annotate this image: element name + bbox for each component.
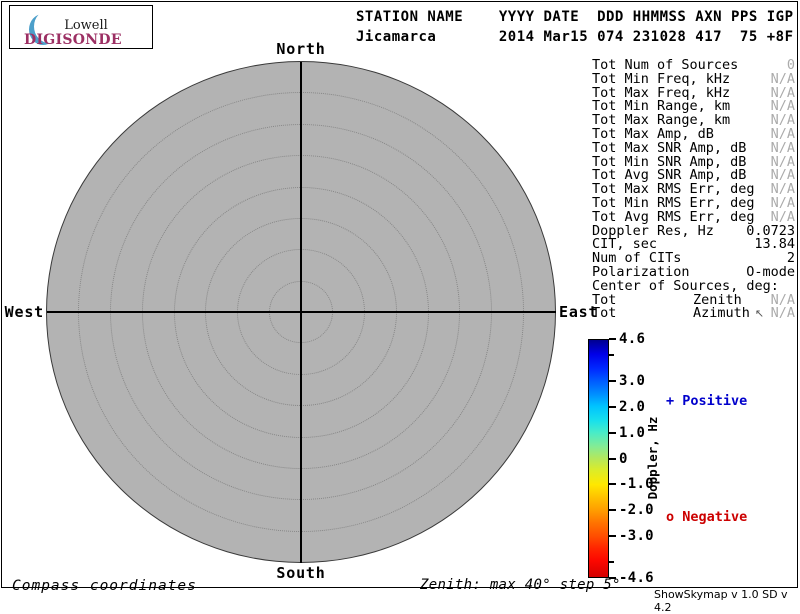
parameter-value: N/A — [770, 139, 795, 156]
parameter-value: 0 — [786, 57, 795, 73]
parameter-label: Num of CITs — [592, 250, 682, 267]
parameter-value: 2 — [786, 250, 795, 267]
station-header: STATION NAME YYYY DATE DDD HHMMSS AXN PP… — [356, 7, 794, 47]
parameter-label: Doppler Res, Hz — [592, 222, 714, 239]
colorbar-tick — [609, 457, 616, 460]
parameter-label: Tot Avg SNR Amp, dB — [592, 167, 747, 184]
parameter-value: N/A — [770, 112, 795, 129]
parameter-label: Tot — [592, 291, 617, 308]
parameter-label: Tot Max Freq, kHz — [592, 84, 731, 101]
doppler-colorbar — [588, 339, 609, 578]
parameter-label: Tot Min SNR Amp, dB — [592, 153, 747, 170]
parameter-value: 0.0723 — [746, 222, 795, 239]
colorbar-tick — [609, 577, 616, 579]
parameter-row: Tot Min Range, km N/A — [592, 100, 795, 114]
colorbar-tick-label: 2.0 — [619, 398, 646, 415]
colorbar-tick-label: -4.6 — [619, 570, 654, 586]
parameter-value: N/A — [770, 70, 795, 87]
parameter-value: N/A — [770, 84, 795, 101]
compass-label-west: West — [4, 303, 44, 321]
colorbar-tick — [609, 405, 616, 408]
coordinates-mode-label: Compass coordinates — [12, 578, 197, 594]
colorbar-tick-label: 0 — [619, 450, 628, 467]
parameter-row: Tot Min Freq, kHz N/A — [592, 70, 795, 87]
parameter-row: Tot Min RMS Err, deg N/A — [592, 194, 795, 211]
parameter-value: N/A — [770, 167, 795, 184]
parameter-label: Center of Sources, deg: — [592, 277, 779, 294]
parameter-row: Center of Sources, deg: — [592, 277, 795, 294]
colorbar-tick — [609, 535, 616, 538]
station-header-labels: STATION NAME YYYY DATE DDD HHMMSS AXN PP… — [356, 9, 794, 25]
negative-doppler-legend: o Negative — [666, 509, 748, 525]
station-header-values: Jicamarca 2014 Mar15 074 231028 417 75 +… — [356, 29, 794, 45]
zenith-scale-label: Zenith: max 40° step 5° — [420, 577, 621, 593]
parameter-value: 13.84 — [754, 236, 795, 253]
colorbar-tick — [609, 561, 614, 564]
parameter-value: N/A — [770, 181, 795, 198]
lowell-digisonde-logo: Lowell DIGISONDE — [9, 5, 153, 49]
parameter-row: Tot Max Amp, dB N/A — [592, 125, 795, 142]
colorbar-tick — [609, 338, 616, 340]
parameter-row: Polarization O-mode — [592, 263, 795, 280]
colorbar-tick — [609, 483, 616, 486]
logo-digisonde-text: DIGISONDE — [24, 32, 122, 48]
colorbar-tick-label: 4.6 — [619, 331, 646, 347]
colorbar-tick-label: -3.0 — [619, 528, 654, 545]
parameter-label: Tot Avg RMS Err, deg — [592, 208, 755, 225]
parameter-label: Tot Num of Sources — [592, 57, 739, 73]
doppler-colorbar-area: 4.6 3.0 2.0 1.0 0 -1.0 -2.0 -3.0 -4.6 Doppler, H… — [588, 331, 798, 589]
parameter-row: Tot Max SNR Amp, dB N/A — [592, 139, 795, 156]
colorbar-tick-label: 1.0 — [619, 424, 646, 441]
parameter-row: Num of CITs 2 — [592, 250, 795, 267]
parameter-label: Tot Max RMS Err, deg — [592, 181, 755, 198]
colorbar-tick — [609, 379, 616, 382]
parameter-label: Tot Max SNR Amp, dB — [592, 139, 747, 156]
parameter-label: Polarization — [592, 263, 690, 280]
software-version-label: ShowSkymap v 1.0 SD v 4.2 — [654, 588, 788, 614]
parameter-row: Tot Zenith N/A — [592, 291, 795, 308]
parameter-label: Tot Max Amp, dB — [592, 125, 714, 142]
compass-label-east: East — [559, 303, 599, 321]
parameter-row: Tot Avg RMS Err, deg N/A — [592, 208, 795, 225]
parameter-list: Tot Num of Sources 0 Tot Min Freq, kHz N/A T… — [592, 57, 795, 321]
parameter-label: Tot Min Freq, kHz — [592, 70, 731, 87]
parameter-row: Doppler Res, Hz 0.0723 — [592, 222, 795, 239]
parameter-row: Tot Num of Sources 0 — [592, 57, 795, 73]
colorbar-tick — [609, 509, 616, 512]
colorbar-tick-label: -1.0 — [619, 476, 654, 493]
parameter-row: Tot Avg SNR Amp, dB N/A — [592, 169, 795, 183]
parameter-value: N/A — [770, 291, 795, 308]
parameter-value: N/A — [770, 305, 795, 322]
parameter-value: N/A — [770, 153, 795, 170]
parameter-label: Tot Min Range, km — [592, 98, 731, 115]
parameter-sublabel: Azimuth ↖ — [693, 305, 765, 322]
parameter-value: N/A — [770, 98, 795, 115]
parameter-value: O-mode — [746, 263, 795, 280]
east-west-axis-line — [47, 311, 556, 313]
positive-doppler-legend: + Positive — [666, 393, 748, 409]
parameter-row: Tot Max Range, km N/A — [592, 112, 795, 129]
parameter-row: Tot Max RMS Err, deg N/A — [592, 181, 795, 198]
parameter-row: CIT, sec 13.84 — [592, 238, 795, 252]
logo-lowell-text: Lowell — [64, 18, 108, 33]
colorbar-tick-label: 3.0 — [619, 372, 646, 389]
parameter-label: Tot — [592, 305, 617, 322]
parameter-sublabel: Zenith — [693, 291, 742, 308]
parameter-label: Tot Min RMS Err, deg — [592, 194, 755, 211]
parameter-value: N/A — [770, 194, 795, 211]
colorbar-tick-label: -2.0 — [619, 502, 654, 519]
mouse-cursor-icon: ↖ — [754, 307, 765, 321]
colorbar-axis-title: Doppler, Hz — [645, 416, 660, 500]
parameter-row: Tot Min SNR Amp, dB N/A — [592, 153, 795, 170]
compass-label-north: North — [276, 40, 326, 58]
parameter-label: Tot Max Range, km — [592, 112, 731, 129]
parameter-row: Tot Azimuth ↖ N/A — [592, 307, 795, 321]
parameter-row: Tot Max Freq, kHz N/A — [592, 84, 795, 101]
parameter-value: N/A — [770, 125, 795, 142]
colorbar-tick — [609, 353, 614, 356]
parameter-label: CIT, sec — [592, 236, 658, 253]
colorbar-tick — [609, 431, 616, 434]
parameter-value: N/A — [770, 208, 795, 225]
compass-label-south: South — [276, 564, 326, 582]
